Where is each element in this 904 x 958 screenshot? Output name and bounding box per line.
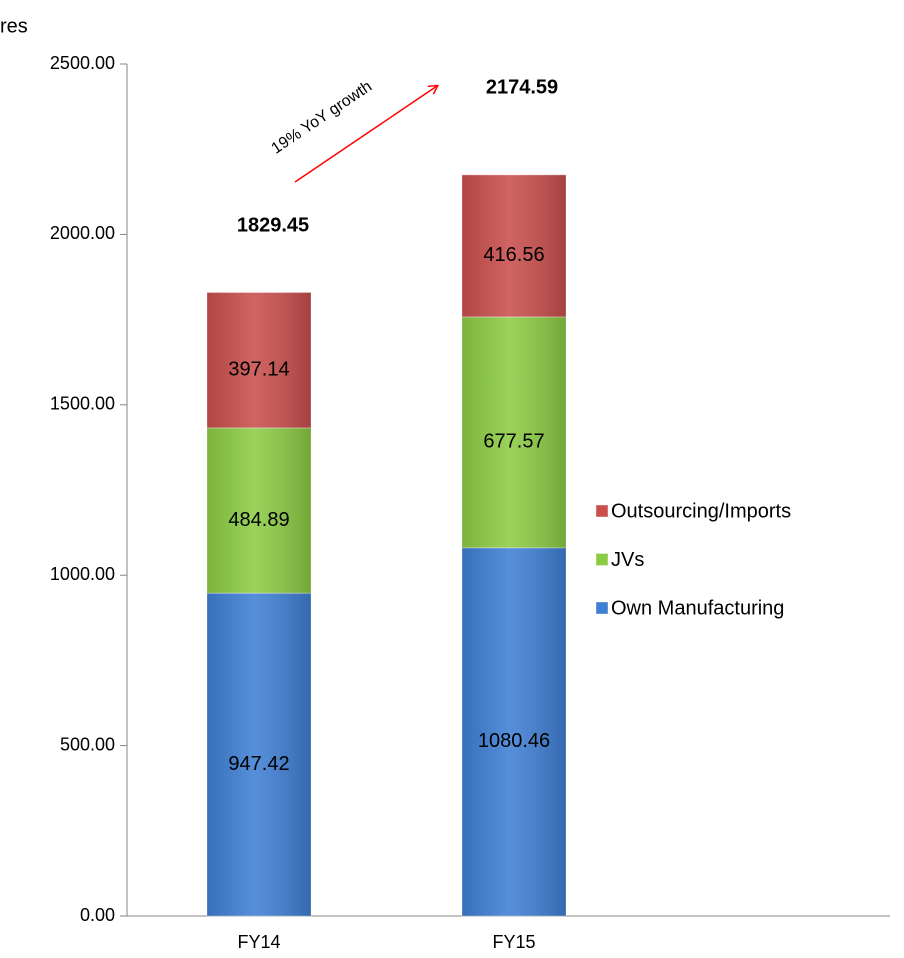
x-tick-label: FY14: [237, 932, 280, 952]
y-tick-label: 1500.00: [50, 394, 115, 414]
legend-swatch: [595, 553, 609, 566]
data-label: 947.42: [228, 753, 289, 775]
legend-swatch: [595, 601, 609, 615]
annotation: 19% YoY growth: [269, 78, 376, 158]
y-tick-label: 0.00: [80, 905, 115, 925]
total-label: 1829.45: [237, 214, 309, 236]
total-label: 2174.59: [486, 76, 558, 98]
data-label: 397.14: [228, 358, 289, 380]
y-tick-label: 500.00: [60, 734, 115, 754]
y-tick-label: 1000.00: [50, 564, 115, 584]
y-tick-label: 2500.00: [50, 53, 115, 73]
y-tick-label: 2000.00: [50, 223, 115, 243]
data-label: 677.57: [483, 431, 544, 453]
axis-title: res: [0, 15, 28, 37]
data-label: 416.56: [483, 244, 544, 266]
legend-label: JVs: [611, 549, 644, 571]
legend-swatch: [595, 504, 609, 518]
x-tick-label: FY15: [492, 932, 535, 952]
legend-label: Own Manufacturing: [611, 597, 784, 619]
growth-arrow: [294, 86, 437, 183]
data-label: 1080.46: [478, 730, 550, 752]
legend-label: Outsourcing/Imports: [611, 500, 791, 522]
data-label: 484.89: [228, 509, 289, 531]
